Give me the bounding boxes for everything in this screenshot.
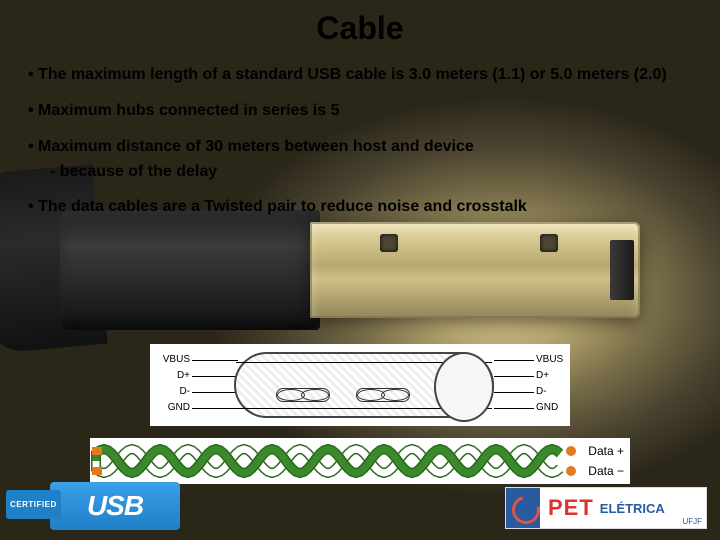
d1-left-label: VBUS [156,354,190,365]
bullet-3-sub: - because of the delay [50,163,692,181]
twisted-pair-diagram: Data + Data − [90,438,630,484]
d1-wire-line [192,360,238,361]
d1-left-label: D+ [156,370,190,381]
plug-dot [566,446,576,456]
cable-cross-section-diagram: VBUS D+ D- GND VBUS D+ D- GND [150,344,570,426]
usb-hole [540,234,558,252]
usb-metal-shell [310,222,640,318]
ufjf-text: UFJF [682,517,702,526]
d1-right-label: D+ [536,370,570,381]
cable-end-cap [434,352,494,422]
d1-wire-line [192,392,238,393]
pet-eletrica-logo: PET ELÉTRICA UFJF [506,488,706,528]
d1-wire-line [192,376,238,377]
slide-content: Cable • The maximum length of a standard… [0,0,720,217]
twisted-pair-svg [90,438,570,484]
d1-left-label: GND [156,402,190,413]
usb-slot [610,240,634,300]
d1-right-label: GND [536,402,570,413]
d1-wire-line [192,408,238,409]
d1-wire-line [494,392,534,393]
d1-wire-line [494,360,534,361]
cable-jacket [234,352,494,418]
plug-dot [566,466,576,476]
usb-certified-logo: CERTIFIED USB [50,482,180,530]
d1-right-label: D- [536,386,570,397]
certified-badge: CERTIFIED [6,490,61,519]
twist-coil [356,388,410,402]
pet-text: PET [548,495,594,521]
bullet-3: • Maximum distance of 30 meters between … [28,137,692,157]
bullet-2: • Maximum hubs connected in series is 5 [28,101,692,121]
eletrica-text: ELÉTRICA [600,501,665,516]
usb-hole [380,234,398,252]
slide-title: Cable [28,10,692,47]
d1-wire-line [494,408,534,409]
bullet-4: • The data cables are a Twisted pair to … [28,197,692,217]
usb-plastic-body [60,210,320,330]
d1-left-label: D- [156,386,190,397]
d1-right-label: VBUS [536,354,570,365]
d1-wire-line [494,376,534,377]
bullet-1: • The maximum length of a standard USB c… [28,65,692,85]
pet-logo-icon [506,488,540,528]
d2-label-bottom: Data − [588,464,624,478]
usb-logo-text: USB [87,490,143,522]
twist-coil [276,388,330,402]
d2-label-top: Data + [588,444,624,458]
